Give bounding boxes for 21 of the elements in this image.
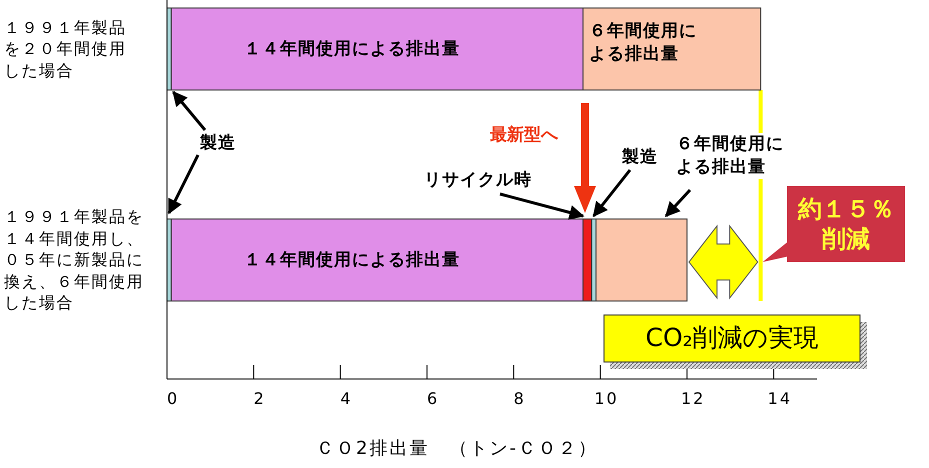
annotation: 約１５％削減 [796, 194, 895, 254]
x-tick-label: 4 [340, 388, 353, 410]
x-tick-label: 0 [167, 388, 180, 410]
annotation: 最新型へ [490, 124, 558, 146]
text: リサイクル時 [424, 168, 532, 192]
y-tick-label: １９９１年製品を２０年間使用した場合 [4, 16, 128, 82]
text: ６年間使用による排出量 [676, 134, 784, 177]
annotation: CO₂削減の実現 [646, 322, 819, 354]
text: １４年間使用による排出量 [244, 250, 460, 270]
y-tick-label: １９９１年製品を１４年間使用し、０５年に新製品に換え、６年間使用した場合 [4, 206, 145, 314]
text: 製造 [622, 146, 658, 168]
series-label: １４年間使用による排出量 [244, 38, 460, 60]
x-tick-label: 10 [594, 388, 619, 410]
x-tick-label: 6 [427, 388, 440, 410]
text: 製造 [200, 132, 236, 154]
x-tick-label: 2 [254, 388, 266, 410]
series-label: ６年間使用による排出量 [589, 20, 698, 66]
x-tick-label: 14 [768, 388, 792, 410]
x-axis-title: ＣＯ2排出量 （トン-ＣＯ２） [316, 437, 598, 461]
x-tick-label: 8 [514, 388, 526, 410]
x-tick-label: 12 [681, 388, 706, 410]
